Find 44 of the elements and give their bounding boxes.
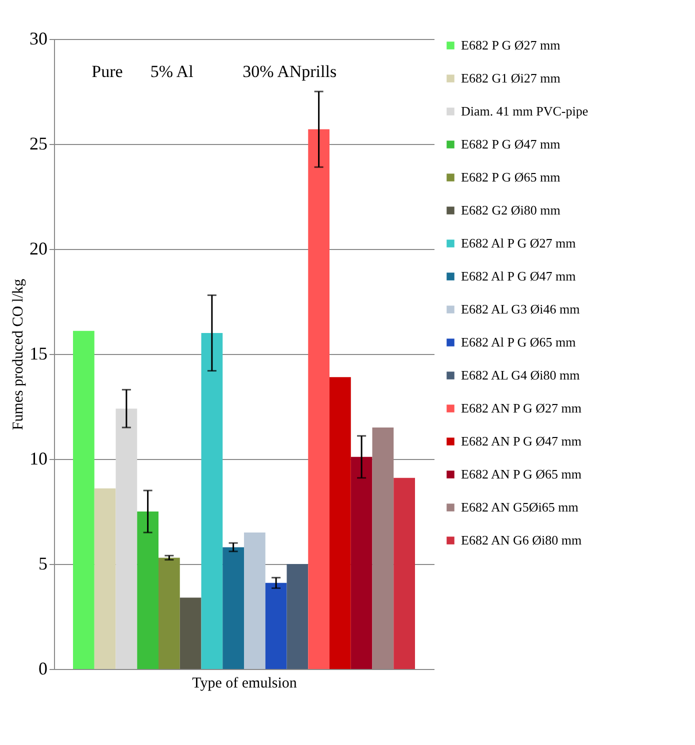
y-tick-label: 5 — [38, 554, 48, 574]
bar — [222, 547, 244, 669]
x-axis-title: Type of emulsion — [192, 676, 298, 692]
annotation: 5% Al — [150, 62, 194, 81]
annotation: Pure — [92, 62, 123, 81]
legend-label: E682 Al P G Ø65 mm — [461, 334, 576, 350]
y-tick-label: 15 — [30, 344, 48, 364]
bar — [201, 333, 223, 669]
bar — [308, 129, 330, 669]
bar — [94, 488, 116, 669]
legend-label: E682 P G Ø47 mm — [461, 136, 560, 152]
legend-label: Diam. 41 mm PVC-pipe — [461, 104, 588, 118]
legend-label: E682 Al P G Ø27 mm — [461, 236, 576, 250]
bar — [244, 532, 266, 669]
legend-label: E682 AN P G Ø47 mm — [461, 434, 582, 448]
legend-label: E682 AL G3 Øi46 mm — [461, 302, 580, 316]
bar — [286, 564, 308, 669]
legend-label: E682 AL G4 Øi80 mm — [461, 368, 580, 382]
legend-label: E682 G2 Øi80 mm — [461, 202, 560, 218]
y-tick-label: 20 — [30, 238, 48, 258]
legend-label: E682 P G Ø27 mm — [461, 38, 560, 52]
bar — [116, 408, 138, 669]
y-tick-label: 25 — [30, 134, 48, 154]
bar — [158, 558, 180, 669]
y-tick-label: 0 — [38, 658, 48, 678]
bar — [137, 512, 158, 669]
legend-label: E682 P G Ø65 mm — [461, 170, 560, 184]
bar — [73, 330, 94, 669]
bar — [180, 598, 202, 669]
legend-label: E682 AN G6 Øi80 mm — [461, 532, 582, 548]
legend-label: E682 AN P G Ø27 mm — [461, 400, 582, 416]
bar — [265, 582, 287, 669]
annotation: 30% ANprills — [242, 62, 337, 81]
legend-label: E682 AN G5Øi65 mm — [461, 500, 578, 514]
bar — [350, 456, 372, 669]
y-tick-label: 30 — [30, 28, 48, 48]
legend-label: E682 AN P G Ø65 mm — [461, 466, 582, 482]
bar — [330, 377, 351, 669]
bar — [372, 428, 394, 669]
legend-label: E682 Al P G Ø47 mm — [461, 268, 576, 284]
legend-label: E682 G1 Øi27 mm — [461, 70, 560, 86]
y-axis-title: Fumes produced CO l/kg — [10, 278, 26, 430]
y-tick-label: 10 — [30, 448, 48, 468]
bar — [394, 478, 415, 669]
